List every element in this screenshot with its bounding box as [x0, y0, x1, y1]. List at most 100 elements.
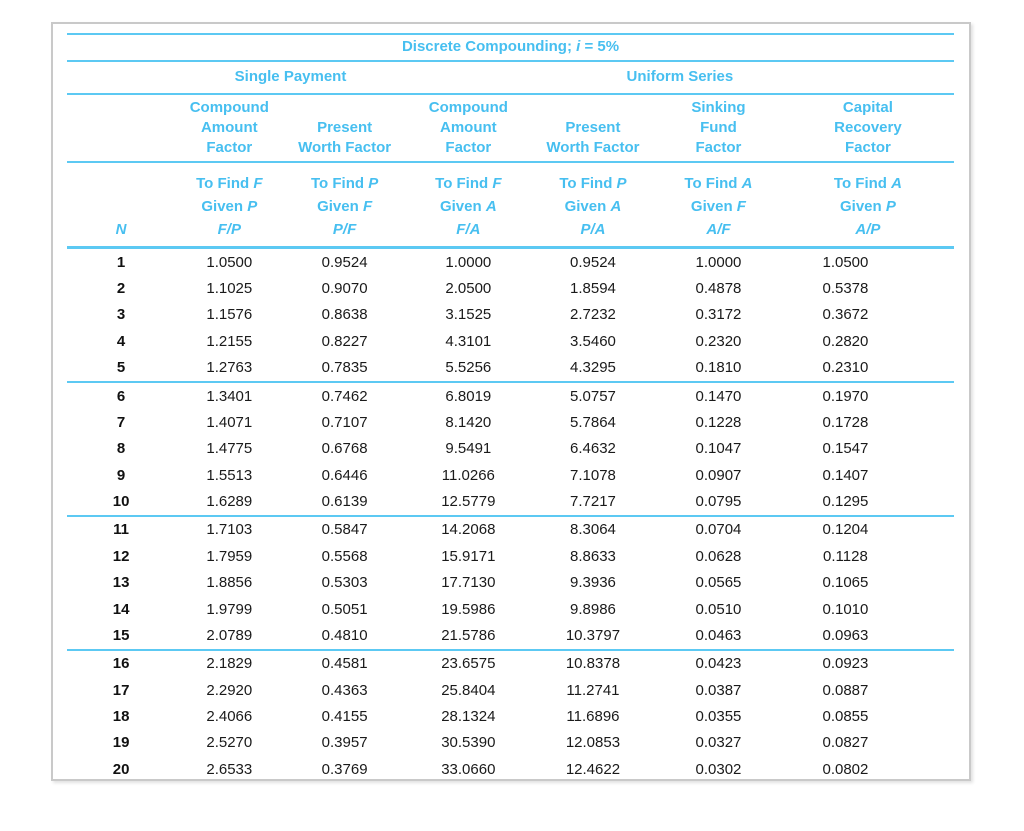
fa-value: 11.0266	[441, 466, 495, 484]
subheader-fa: To Find F Given A F/A	[405, 162, 531, 249]
table-row: 14 1.9799 0.5051 19.5986 9.8986 0.0510 0.1010	[67, 596, 954, 622]
n-value: 19	[112, 734, 130, 752]
table-row: 8 1.4775 0.6768 9.5491 6.4632 0.1047 0.1547	[67, 436, 954, 462]
fa-value: 14.2068	[441, 521, 496, 539]
subheader-ap: To Find A Given P A/P	[781, 162, 954, 249]
pf-value: 0.5051	[321, 600, 368, 618]
fa-value: 23.6575	[441, 655, 496, 673]
ap-value: 0.1065	[822, 574, 869, 592]
ratio-ap: A/P	[855, 221, 881, 238]
fa-value: 8.1420	[445, 413, 492, 431]
fa-value: 1.0000	[445, 253, 492, 271]
fp-value: 1.0500	[206, 253, 253, 271]
pf-value: 0.8227	[321, 332, 368, 350]
factor-header-capital-recovery-ap: Capital Recovery Factor	[781, 94, 954, 163]
factor-header-compound-amount-fa: Compound Amount Factor	[405, 94, 531, 163]
fp-value: 1.9799	[206, 600, 253, 618]
pa-value: 0.9524	[570, 253, 616, 271]
table-row: 13 1.8856 0.5303 17.7130 9.3936 0.0565 0.1065	[67, 570, 954, 596]
pa-value: 9.8986	[570, 600, 616, 618]
af-value: 0.0355	[695, 708, 742, 726]
af-value: 0.0387	[695, 681, 742, 699]
pa-value: 2.7232	[570, 306, 616, 324]
ap-value: 0.0827	[822, 734, 869, 752]
pf-value: 0.3957	[321, 734, 368, 752]
n-value: 7	[116, 413, 126, 431]
ap-value: 0.1728	[822, 413, 869, 431]
n-value: 2	[116, 280, 126, 298]
n-value: 13	[112, 574, 130, 592]
pf-value: 0.6139	[283, 488, 406, 517]
af-value: 0.0327	[695, 734, 742, 752]
af-value: 0.1047	[695, 440, 742, 458]
pa-value: 9.3936	[570, 574, 616, 592]
pf-value: 0.4155	[321, 708, 368, 726]
pf-value: 0.5847	[321, 521, 368, 539]
discrete-compounding-table: Discrete Compounding; i = 5% Single Paym…	[67, 33, 954, 779]
n-value: 8	[116, 440, 126, 458]
fa-value: 33.0660	[405, 756, 531, 779]
ap-value: 0.2310	[781, 354, 954, 383]
pa-value: 12.4622	[530, 756, 656, 779]
factor-header-sinking-fund-af: Sinking Fund Factor	[655, 94, 782, 163]
fp-value: 1.4775	[206, 440, 253, 458]
subheader-pf: To Find P Given F P/F	[283, 162, 406, 249]
table-row: 15 2.0789 0.4810 21.5786 10.3797 0.0463 0.0963	[67, 622, 954, 651]
fa-value: 21.5786	[405, 622, 531, 651]
fa-value: 9.5491	[445, 440, 492, 458]
group-header-row: Single Payment Uniform Series	[67, 61, 954, 95]
pf-value: 0.9070	[321, 280, 368, 298]
ap-value: 0.0802	[781, 756, 954, 779]
af-value: 0.0463	[655, 622, 782, 651]
n-value: 15	[67, 622, 176, 651]
fp-value: 1.2155	[206, 332, 253, 350]
pf-value: 0.3769	[283, 756, 406, 779]
table-row: 20 2.6533 0.3769 33.0660 12.4622 0.0302 0.0802	[67, 756, 954, 779]
pf-value: 0.4363	[321, 681, 368, 699]
pf-value: 0.5303	[321, 574, 368, 592]
ap-value: 0.0963	[781, 622, 954, 651]
group-header-uniform-series: Uniform Series	[405, 61, 954, 95]
af-value: 0.0510	[695, 600, 742, 618]
ratio-pf: P/F	[332, 221, 357, 238]
n-value: 14	[112, 600, 130, 618]
ap-value: 0.1128	[823, 547, 868, 565]
n-value: 17	[112, 681, 130, 699]
factor-header-spacer	[67, 94, 176, 163]
factor-header-compound-amount-fp: Compound Amount Factor	[175, 94, 284, 163]
group-header-single-payment: Single Payment	[175, 61, 406, 95]
fp-value: 1.7959	[206, 547, 253, 565]
pa-value: 7.1078	[570, 466, 616, 484]
fa-value: 6.8019	[445, 387, 492, 405]
subheader-pa: To Find P Given A P/A	[530, 162, 656, 249]
table-header: Discrete Compounding; i = 5% Single Paym…	[67, 33, 954, 249]
fp-value: 1.1025	[206, 280, 253, 298]
ap-value: 0.1010	[822, 600, 869, 618]
af-value: 0.0628	[695, 547, 742, 565]
table-row: 4 1.2155 0.8227 4.3101 3.5460 0.2320 0.2820	[67, 328, 954, 354]
fp-value: 2.4066	[206, 708, 253, 726]
pa-value: 10.8378	[565, 655, 621, 673]
pa-value: 8.8633	[570, 547, 616, 565]
ap-value: 0.0855	[822, 708, 869, 726]
pa-value: 8.3064	[570, 521, 616, 539]
fp-value: 1.8856	[206, 574, 253, 592]
fp-value: 2.2920	[206, 681, 253, 699]
table-row: 2 1.1025 0.9070 2.0500 1.8594 0.4878 0.5378	[67, 275, 954, 301]
find-given-header-row: N To Find F Given P F/P To Find P Given …	[67, 162, 954, 249]
n-value: 20	[67, 756, 176, 779]
ap-value: 0.1295	[781, 488, 954, 517]
pf-value: 0.9524	[321, 253, 368, 271]
pa-value: 3.5460	[570, 332, 616, 350]
ap-value: 0.0923	[822, 655, 869, 673]
af-value: 0.0795	[655, 488, 782, 517]
pa-value: 7.7217	[530, 488, 656, 517]
af-value: 0.1810	[655, 354, 782, 383]
af-value: 0.2320	[695, 332, 742, 350]
fp-value: 1.3401	[206, 387, 253, 405]
table-row: 7 1.4071 0.7107 8.1420 5.7864 0.1228 0.1728	[67, 409, 954, 435]
ap-value: 0.1204	[822, 521, 869, 539]
ratio-pa: P/A	[580, 221, 606, 238]
table-row: 9 1.5513 0.6446 11.0266 7.1078 0.0907 0.1407	[67, 462, 954, 488]
af-value: 0.0565	[695, 574, 742, 592]
